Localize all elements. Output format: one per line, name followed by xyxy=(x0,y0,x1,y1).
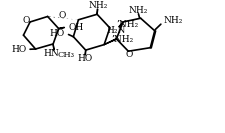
Text: HN: HN xyxy=(43,49,59,58)
Text: O: O xyxy=(23,16,30,25)
Text: HO: HO xyxy=(77,54,93,63)
Text: ’NH₂: ’NH₂ xyxy=(112,35,134,44)
Text: CH₃: CH₃ xyxy=(58,51,75,59)
Text: ’NH₂: ’NH₂ xyxy=(117,20,139,29)
Polygon shape xyxy=(85,50,86,55)
Text: HO: HO xyxy=(11,45,26,54)
Polygon shape xyxy=(97,9,98,14)
Text: O: O xyxy=(58,11,66,20)
Text: NH₂: NH₂ xyxy=(88,1,108,10)
Polygon shape xyxy=(104,39,117,45)
Text: NH₂: NH₂ xyxy=(164,16,183,25)
Text: H₂N: H₂N xyxy=(106,26,126,35)
Text: O: O xyxy=(125,50,133,59)
Polygon shape xyxy=(53,44,54,50)
Text: OH: OH xyxy=(69,22,84,32)
Polygon shape xyxy=(59,27,64,29)
Polygon shape xyxy=(119,22,123,27)
Text: NH₂: NH₂ xyxy=(128,6,148,15)
Text: HO: HO xyxy=(50,29,65,38)
